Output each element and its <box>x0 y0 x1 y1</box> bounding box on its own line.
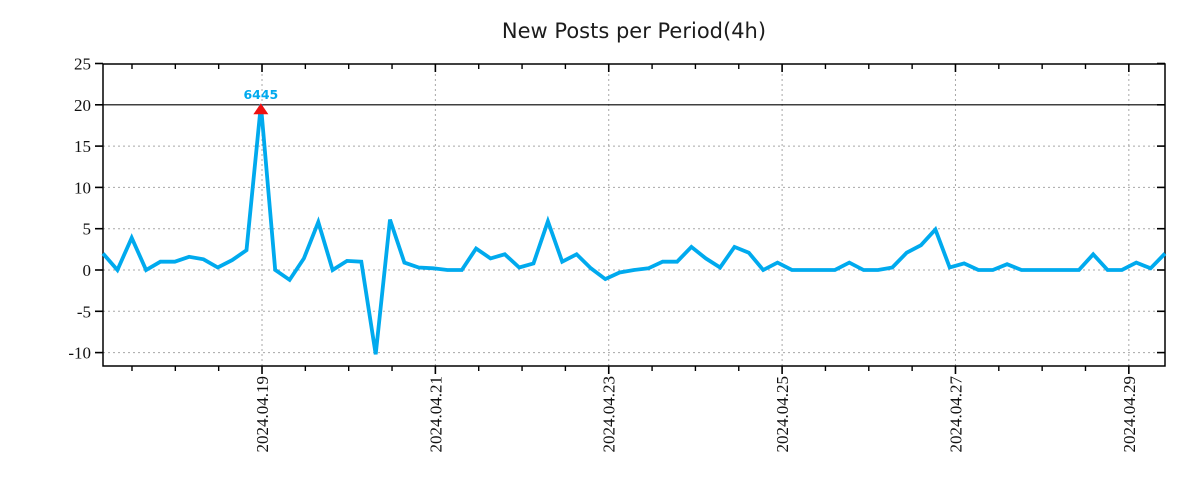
x-tick-label: 2024.04.21 <box>426 376 445 453</box>
x-tick-label: 2024.04.25 <box>773 376 792 453</box>
peak-value-label: 6445 <box>243 87 278 102</box>
y-tick-label: -10 <box>68 344 91 363</box>
y-tick-label: -5 <box>77 302 91 321</box>
annotation-layer: 6445 <box>243 87 278 115</box>
x-tick-label: 2024.04.19 <box>253 376 272 453</box>
peak-marker-triangle-icon <box>253 103 269 115</box>
y-tick-label: 5 <box>83 220 92 239</box>
y-tick-label: 20 <box>74 96 91 115</box>
y-tick-label: 25 <box>74 55 91 74</box>
y-tick-label: 0 <box>83 261 92 280</box>
grid-layer <box>103 64 1165 366</box>
x-tick-label: 2024.04.23 <box>600 376 619 453</box>
series-layer <box>101 104 1167 355</box>
chart-title: New Posts per Period(4h) <box>502 19 766 43</box>
axis-layer: 2024.04.19 2024.04.21 2024.04.23 2024.04.25… <box>68 55 1166 453</box>
y-tick-label: 15 <box>74 137 91 156</box>
x-tick-label: 2024.04.29 <box>1120 376 1139 453</box>
new-posts-line <box>101 104 1167 355</box>
y-tick-label: 10 <box>74 178 91 197</box>
x-tick-label: 2024.04.27 <box>946 376 965 453</box>
plot-border <box>102 63 1166 367</box>
